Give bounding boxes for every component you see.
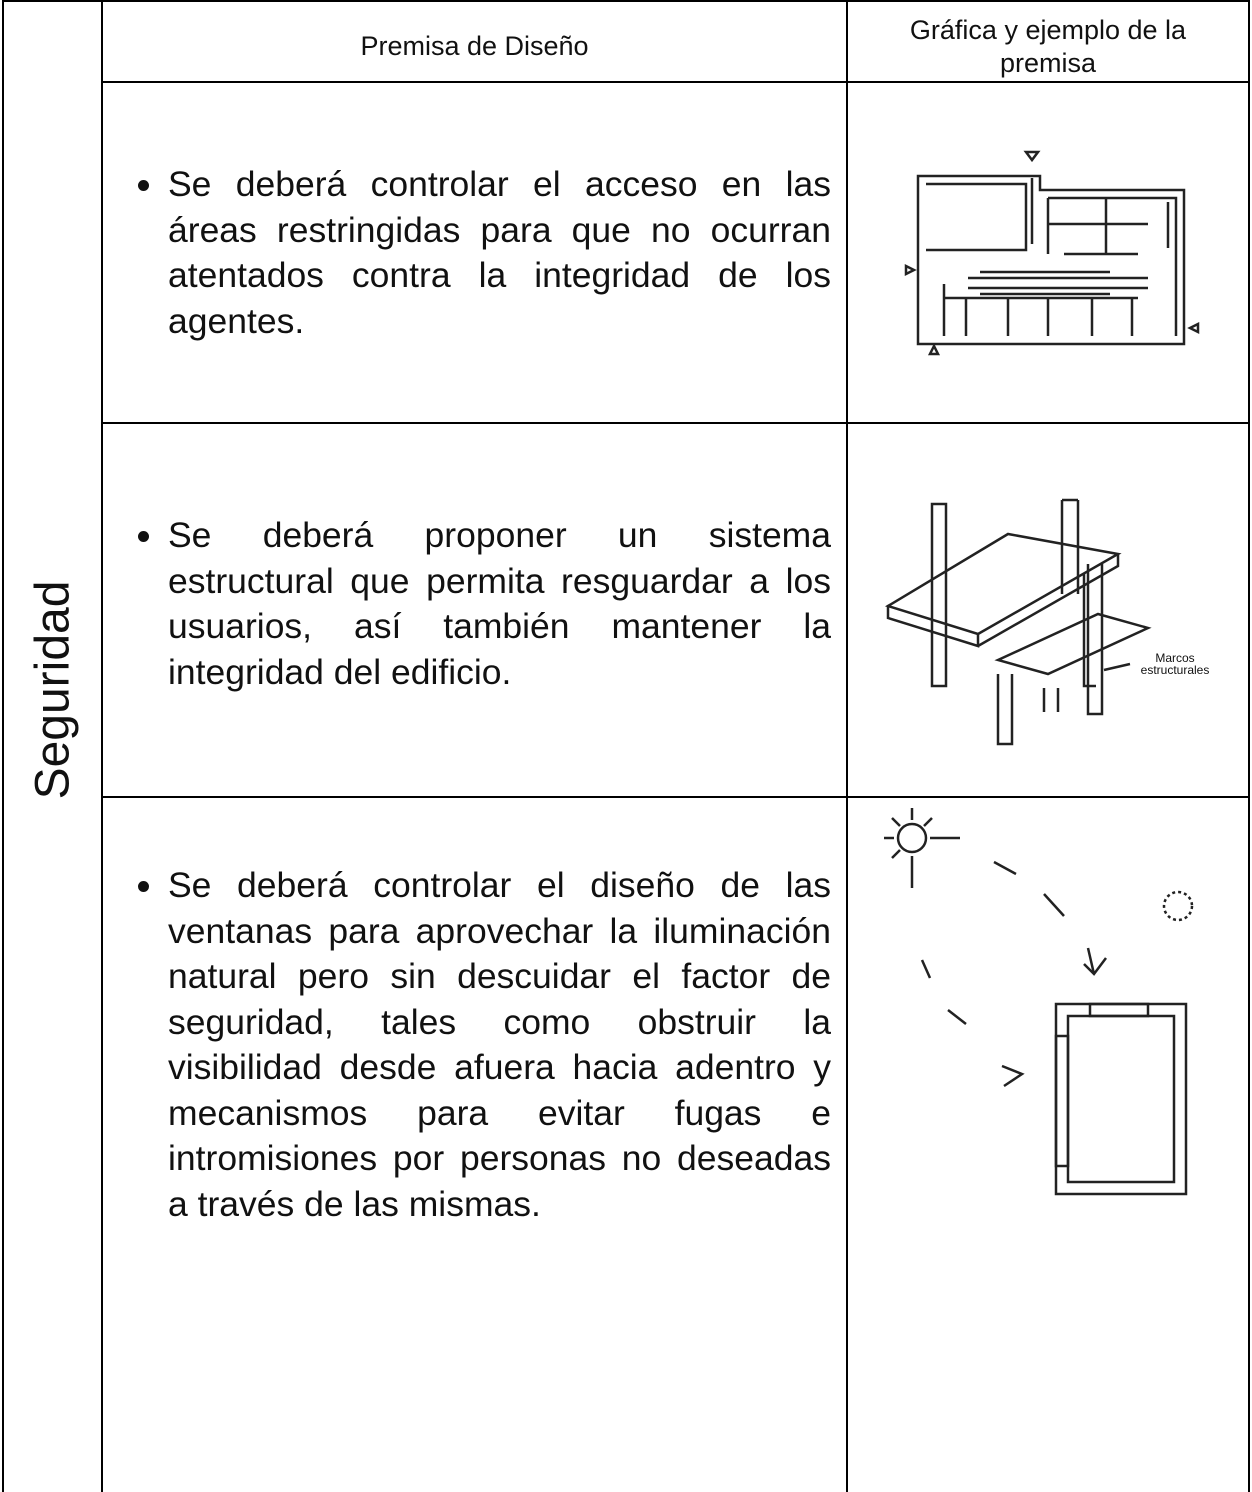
header: Gráfica y ejemplo de la premisa — [909, 15, 1187, 78]
row: Se deberá proponer un sistema estructura… — [104, 424, 845, 784]
border — [1248, 0, 1250, 1492]
border — [2, 0, 4, 1492]
header: Premisa de Diseño — [360, 31, 589, 61]
figure-label: Marcos estructurales — [1140, 651, 1210, 677]
bullet-list: Se deberá controlar el acceso en las áre… — [104, 162, 845, 344]
window-figure — [884, 808, 1194, 1196]
premise-text: Se deberá controlar el diseño de las ven… — [166, 863, 831, 1227]
row: Se deberá controlar el diseño de las ven… — [104, 825, 845, 1265]
border — [101, 796, 1250, 798]
premise-text: Se deberá controlar el acceso en las áre… — [166, 162, 831, 344]
border — [101, 422, 1250, 424]
border — [2, 0, 1250, 2]
structure-figure — [884, 498, 1152, 746]
border — [846, 0, 848, 1492]
border — [101, 81, 1250, 83]
bullet-list: Se deberá controlar el diseño de las ven… — [104, 863, 845, 1227]
row: Se deberá controlar el acceso en las áre… — [104, 84, 845, 422]
floor-plan-figure — [904, 150, 1200, 356]
border — [101, 0, 103, 1492]
side-label: Seguridad — [26, 580, 80, 800]
premise-text: Se deberá proponer un sistema estructura… — [166, 513, 831, 695]
bullet-list: Se deberá proponer un sistema estructura… — [104, 513, 845, 695]
